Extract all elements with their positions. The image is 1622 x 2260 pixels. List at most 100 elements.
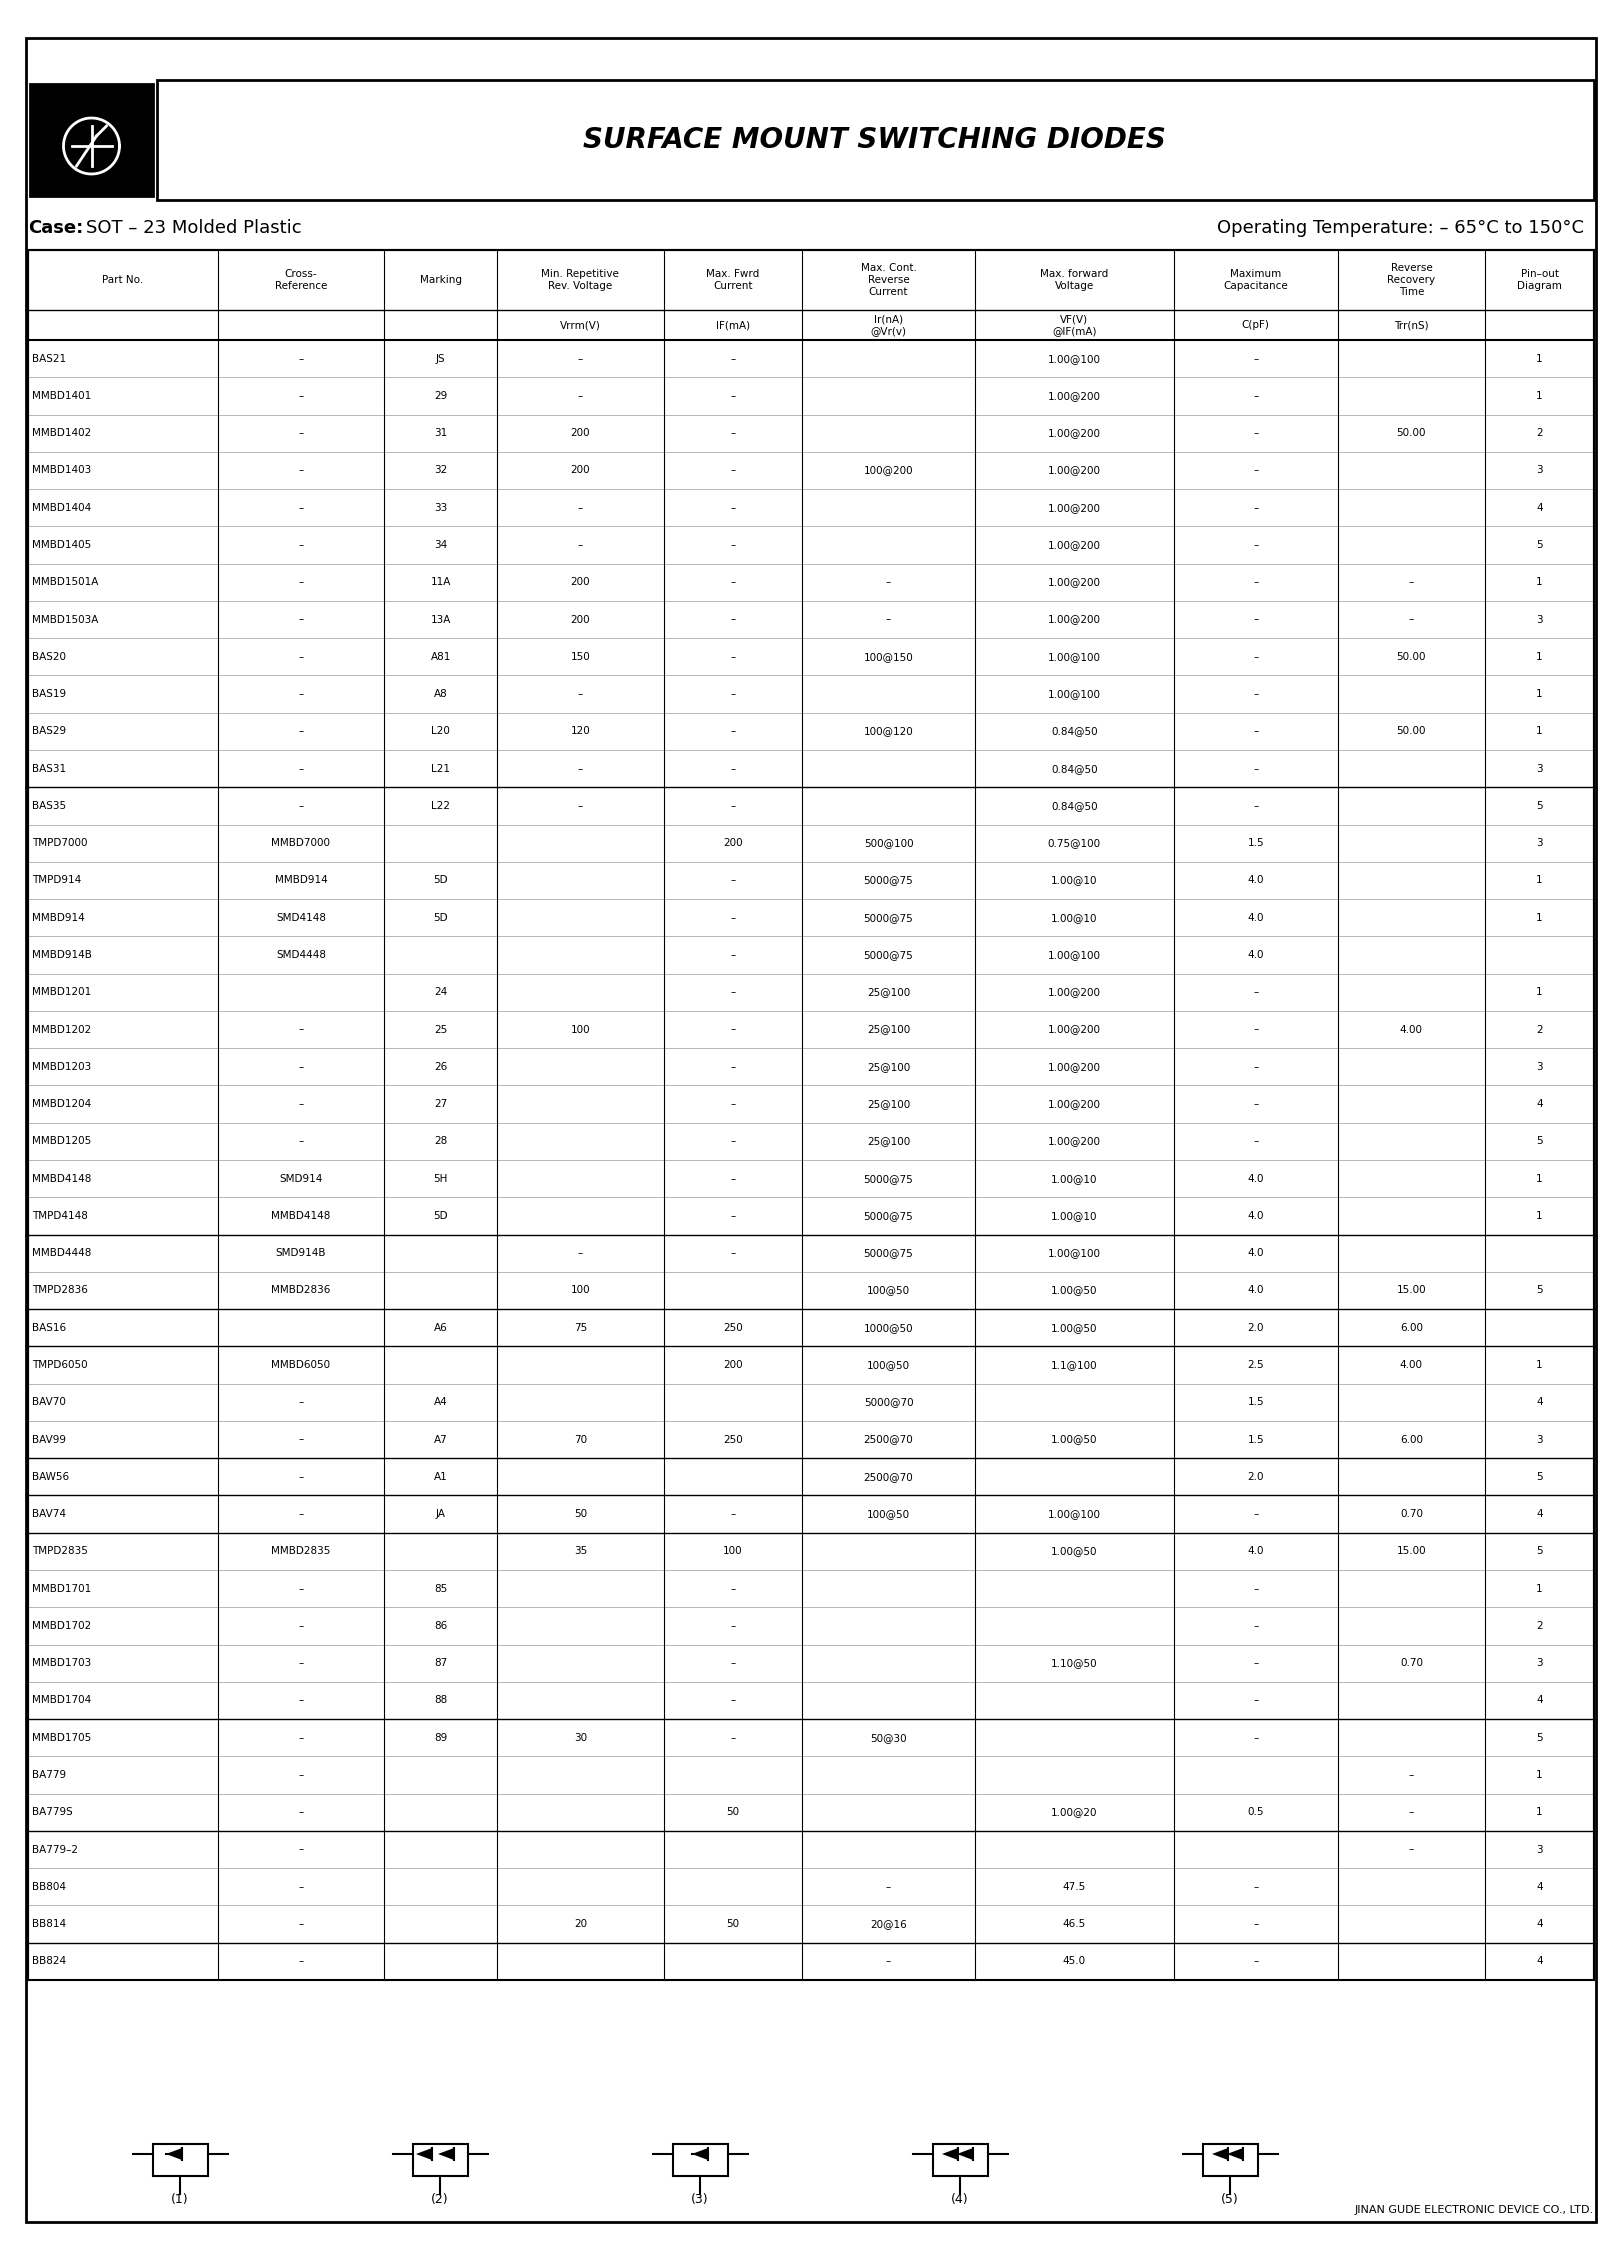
Text: 20: 20 [574,1919,587,1930]
Text: 1.00@200: 1.00@200 [1048,466,1101,475]
Text: –: – [298,1062,303,1071]
Text: –: – [730,875,735,886]
Text: SURFACE MOUNT SWITCHING DIODES: SURFACE MOUNT SWITCHING DIODES [582,127,1166,154]
Bar [1202,2145,1257,2176]
Text: 6.00: 6.00 [1400,1435,1422,1444]
Text: –: – [1254,1510,1259,1519]
Text: 1.00@10: 1.00@10 [1051,913,1098,922]
Text: A1: A1 [433,1471,448,1483]
Text: –: – [298,1883,303,1892]
Text: 0.84@50: 0.84@50 [1051,725,1098,737]
Text: 4: 4 [1536,1510,1543,1519]
Text: MMBD1203: MMBD1203 [32,1062,91,1071]
Text: –: – [1254,1137,1259,1146]
Text: JS: JS [436,353,446,364]
Text: MMBD1702: MMBD1702 [32,1620,91,1632]
Text: –: – [298,1695,303,1706]
Text: –: – [1254,1098,1259,1110]
Bar [152,2145,208,2176]
Bar [28,251,1594,1980]
Text: JA: JA [436,1510,446,1519]
Text: A8: A8 [433,689,448,698]
Text: L20: L20 [431,725,449,737]
Text: 5D: 5D [433,875,448,886]
Text: SMD4148: SMD4148 [276,913,326,922]
Text: 1.5: 1.5 [1247,838,1264,848]
Text: –: – [298,689,303,698]
Text: 32: 32 [435,466,448,475]
Text: 25@100: 25@100 [866,1062,910,1071]
Text: –: – [298,1098,303,1110]
Text: –: – [730,427,735,438]
Text: –: – [730,615,735,624]
Text: SMD914B: SMD914B [276,1248,326,1259]
Text: 5: 5 [1536,1137,1543,1146]
Text: 2500@70: 2500@70 [863,1435,913,1444]
Text: MMBD7000: MMBD7000 [271,838,331,848]
Text: –: – [1254,725,1259,737]
Text: 15.00: 15.00 [1397,1546,1426,1557]
Polygon shape [165,2147,182,2161]
Text: 0.84@50: 0.84@50 [1051,764,1098,773]
Text: 1.00@20: 1.00@20 [1051,1808,1098,1817]
Text: 4: 4 [1536,1883,1543,1892]
Text: –: – [1254,1695,1259,1706]
Text: –: – [730,1211,735,1220]
Text: BAV99: BAV99 [32,1435,67,1444]
Text: 5: 5 [1536,1733,1543,1742]
Text: BA779: BA779 [32,1770,67,1781]
Text: –: – [730,576,735,588]
Text: –: – [730,988,735,997]
Text: 50.00: 50.00 [1397,651,1426,662]
Text: 50: 50 [727,1919,740,1930]
Text: –: – [1254,764,1259,773]
Text: MMBD1705: MMBD1705 [32,1733,91,1742]
Text: –: – [298,1770,303,1781]
Text: –: – [1254,1659,1259,1668]
Text: –: – [1254,615,1259,624]
Text: –: – [1254,540,1259,549]
Text: 5: 5 [1536,540,1543,549]
Text: 4.0: 4.0 [1247,1286,1264,1295]
Text: –: – [1254,1883,1259,1892]
Text: –: – [1254,1062,1259,1071]
Text: MMBD1703: MMBD1703 [32,1659,91,1668]
Text: –: – [1254,689,1259,698]
Polygon shape [1212,2147,1228,2161]
Text: MMBD4148: MMBD4148 [32,1173,91,1184]
Text: –: – [730,949,735,960]
Text: MMBD1403: MMBD1403 [32,466,91,475]
Text: (3): (3) [691,2194,709,2206]
Text: 100@50: 100@50 [868,1510,910,1519]
Text: –: – [298,540,303,549]
Text: 0.70: 0.70 [1400,1659,1422,1668]
Text: MMBD2835: MMBD2835 [271,1546,331,1557]
Text: 5: 5 [1536,1546,1543,1557]
Text: TMPD914: TMPD914 [32,875,81,886]
Text: MMBD1501A: MMBD1501A [32,576,99,588]
Text: 4.0: 4.0 [1247,1173,1264,1184]
Text: 20@16: 20@16 [869,1919,907,1930]
Text: Max. forward
Voltage: Max. forward Voltage [1040,269,1108,292]
Text: MMBD914: MMBD914 [32,913,84,922]
Text: –: – [298,615,303,624]
Text: –: – [298,353,303,364]
Text: 4: 4 [1536,1695,1543,1706]
Text: 4.0: 4.0 [1247,913,1264,922]
Text: 5000@75: 5000@75 [863,875,913,886]
Text: –: – [298,725,303,737]
Polygon shape [957,2147,973,2161]
Text: 5000@70: 5000@70 [865,1397,913,1408]
Text: 50: 50 [727,1808,740,1817]
Text: –: – [298,427,303,438]
Text: 5: 5 [1536,800,1543,811]
Text: 5D: 5D [433,1211,448,1220]
Text: 100: 100 [571,1024,590,1035]
Text: –: – [1254,1733,1259,1742]
Bar [157,79,1594,199]
Text: BAS21: BAS21 [32,353,67,364]
Text: 4.0: 4.0 [1247,1546,1264,1557]
Text: MMBD1202: MMBD1202 [32,1024,91,1035]
Text: 4: 4 [1536,1397,1543,1408]
Text: 1.1@100: 1.1@100 [1051,1361,1098,1370]
